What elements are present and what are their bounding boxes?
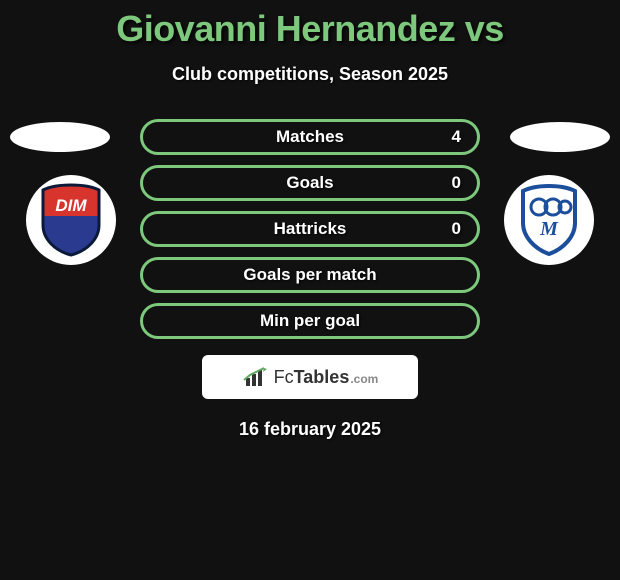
stat-label: Goals — [286, 173, 333, 193]
millonarios-shield-icon: M — [517, 183, 581, 257]
dim-shield-icon: DIM — [39, 183, 103, 257]
bar-chart-icon — [242, 366, 268, 388]
left-team-badge: DIM — [26, 175, 116, 265]
stat-row-goals: Goals 0 — [140, 165, 480, 201]
stat-value: 4 — [452, 127, 461, 147]
svg-text:M: M — [539, 218, 559, 240]
page-title: Giovanni Hernandez vs — [0, 0, 620, 50]
logo-prefix: Fc — [274, 367, 294, 388]
stat-row-goals-per-match: Goals per match — [140, 257, 480, 293]
logo-text: FcTables.com — [274, 367, 379, 388]
stat-row-min-per-goal: Min per goal — [140, 303, 480, 339]
stat-label: Hattricks — [274, 219, 347, 239]
stat-rows: Matches 4 Goals 0 Hattricks 0 Goals per … — [140, 119, 480, 339]
fctables-logo: FcTables.com — [202, 355, 418, 399]
stat-label: Min per goal — [260, 311, 360, 331]
right-team-badge: M — [504, 175, 594, 265]
right-player-ellipse — [510, 122, 610, 152]
svg-text:DIM: DIM — [55, 196, 87, 215]
stat-label: Matches — [276, 127, 344, 147]
stat-value: 0 — [452, 219, 461, 239]
stat-row-matches: Matches 4 — [140, 119, 480, 155]
date-caption: 16 february 2025 — [0, 419, 620, 440]
stat-value: 0 — [452, 173, 461, 193]
stat-row-hattricks: Hattricks 0 — [140, 211, 480, 247]
subtitle: Club competitions, Season 2025 — [0, 64, 620, 85]
left-player-ellipse — [10, 122, 110, 152]
logo-suffix: .com — [350, 372, 378, 386]
stat-label: Goals per match — [243, 265, 376, 285]
logo-main: Tables — [294, 367, 350, 388]
comparison-area: DIM M Matches 4 Goals 0 Hattricks 0 Goal… — [0, 119, 620, 440]
